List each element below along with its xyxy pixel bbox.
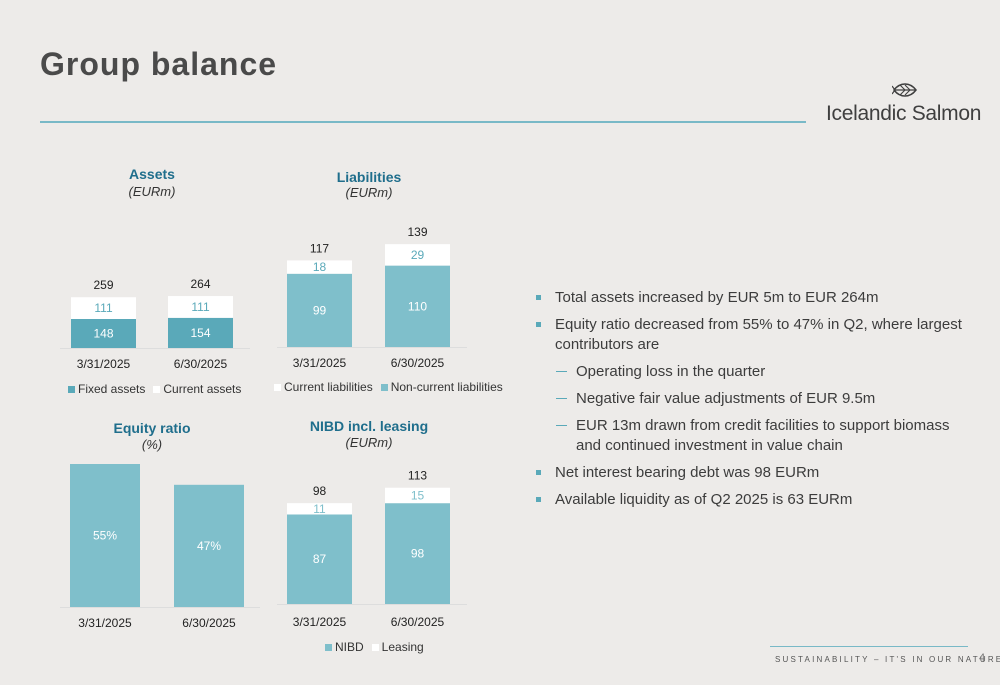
bar [174, 484, 244, 607]
bar-value-label: 29 [411, 248, 425, 262]
bar-value-label: 18 [313, 260, 327, 274]
bar-segment [385, 265, 450, 347]
bar-value-label: 111 [94, 301, 113, 315]
legend-label: Leasing [381, 640, 424, 654]
x-tick-label: 3/31/2025 [293, 615, 347, 629]
x-tick-label: 6/30/2025 [391, 615, 445, 629]
footer-divider [770, 646, 968, 647]
equity-ratio-chart: 55% 3/31/2025 47% 6/30/2025 [60, 464, 260, 630]
bar-segment [168, 317, 233, 348]
legend-item-fixed-assets: Fixed assets [68, 382, 145, 396]
liabilities-legend: Current liabilities Non-current liabilit… [274, 380, 503, 394]
bar-total-label: 264 [190, 277, 210, 291]
bar-segment [385, 503, 450, 604]
page-number: 4 [979, 652, 986, 664]
x-tick-label: 6/30/2025 [182, 616, 236, 630]
footer-tagline: SUSTAINABILITY – IT'S IN OUR NATURE [775, 655, 1000, 664]
title-divider [40, 121, 806, 123]
equity-chart-title: Equity ratio [113, 420, 191, 436]
bar-value-label: 99 [313, 303, 327, 317]
nibd-legend: NIBD Leasing [325, 640, 424, 654]
x-tick-label: 3/31/2025 [77, 357, 131, 371]
assets-chart-subtitle: (EURm) [128, 184, 176, 199]
bar-total-label: 113 [408, 469, 427, 483]
legend-item-nibd: NIBD [325, 640, 364, 654]
bar-value-label: 110 [408, 299, 427, 313]
bar-total-label: 139 [407, 225, 427, 239]
legend-item-non-current-liabilities: Non-current liabilities [380, 380, 503, 394]
x-tick-label: 6/30/2025 [391, 356, 445, 370]
legend-label: Non-current liabilities [390, 380, 503, 394]
legend-swatch [325, 643, 332, 651]
sub-bullet-item: EUR 13m drawn from credit facilities to … [536, 416, 976, 456]
liabilities-chart-subtitle: (EURm) [345, 185, 393, 200]
bar-value-label: 111 [191, 300, 210, 314]
bar-segment [287, 273, 352, 347]
bar-value-label: 15 [411, 488, 425, 502]
sub-bullet-item: Negative fair value adjustments of EUR 9… [536, 389, 976, 409]
legend-swatch [153, 385, 161, 393]
legend-swatch [274, 383, 281, 391]
page-title: Group balance [40, 46, 278, 82]
company-logo: Icelandic Salmon [826, 80, 981, 130]
legend-label: Fixed assets [78, 382, 146, 396]
bar-segment [71, 297, 136, 319]
legend-item-current-assets: Current assets [153, 382, 241, 396]
bar-segment [71, 318, 136, 348]
legend-swatch [371, 643, 379, 651]
bar-value-label: 98 [411, 547, 425, 561]
bar-total-label: 259 [93, 278, 113, 292]
bar-segment [287, 503, 352, 515]
bar-total-label: 117 [310, 241, 329, 255]
x-tick-label: 3/31/2025 [293, 356, 347, 370]
bar-segment [287, 514, 352, 604]
bar-value-label: 154 [190, 326, 210, 340]
bar-segment [385, 487, 450, 504]
legend-label: NIBD [335, 640, 364, 654]
nibd-chart: 87 11 98 3/31/2025 98 15 113 6/30/2025 [277, 469, 467, 629]
bar-segment [168, 296, 233, 318]
assets-chart-title: Assets [129, 166, 175, 182]
equity-chart-subtitle: (%) [141, 437, 163, 452]
bar-segment [385, 244, 450, 266]
legend-item-current-liabilities: Current liabilities [274, 380, 373, 394]
liabilities-chart-title: Liabilities [336, 169, 402, 185]
logo-text: Icelandic Salmon [826, 102, 982, 125]
bar-value-label: 148 [93, 326, 113, 340]
liabilities-chart: 99 18 117 3/31/2025 110 29 139 6/30/2025 [277, 225, 467, 370]
legend-label: Current liabilities [284, 380, 373, 394]
nibd-chart-subtitle: (EURm) [345, 435, 393, 450]
bullet-item: Available liquidity as of Q2 2025 is 63 … [536, 490, 976, 510]
summary-bullets: Total assets increased by EUR 5m to EUR … [536, 288, 976, 517]
sub-bullet-item: Operating loss in the quarter [536, 362, 976, 382]
assets-chart: 148 111 259 3/31/2025 154 111 264 6/30/2025 [60, 277, 250, 371]
bullet-item: Total assets increased by EUR 5m to EUR … [536, 288, 976, 308]
bar-value-label: 11 [313, 502, 326, 516]
salmon-leaf-icon [892, 83, 917, 97]
legend-swatch [380, 383, 388, 391]
bar-value-label: 87 [313, 552, 327, 566]
x-tick-label: 6/30/2025 [174, 357, 228, 371]
bar [70, 464, 140, 607]
legend-label: Current assets [163, 382, 242, 396]
bullet-item: Equity ratio decreased from 55% to 47% i… [536, 315, 976, 355]
bar-segment [287, 260, 352, 274]
bar-total-label: 98 [313, 484, 327, 498]
bullet-item: Net interest bearing debt was 98 EURm [536, 463, 976, 483]
legend-swatch [68, 385, 75, 393]
nibd-chart-title: NIBD incl. leasing [309, 418, 429, 434]
assets-legend: Fixed assets Current assets [68, 382, 241, 396]
x-tick-label: 3/31/2025 [78, 616, 132, 630]
legend-item-leasing: Leasing [371, 640, 424, 654]
bar-value-label: 55% [93, 529, 117, 543]
bar-value-label: 47% [197, 539, 221, 553]
